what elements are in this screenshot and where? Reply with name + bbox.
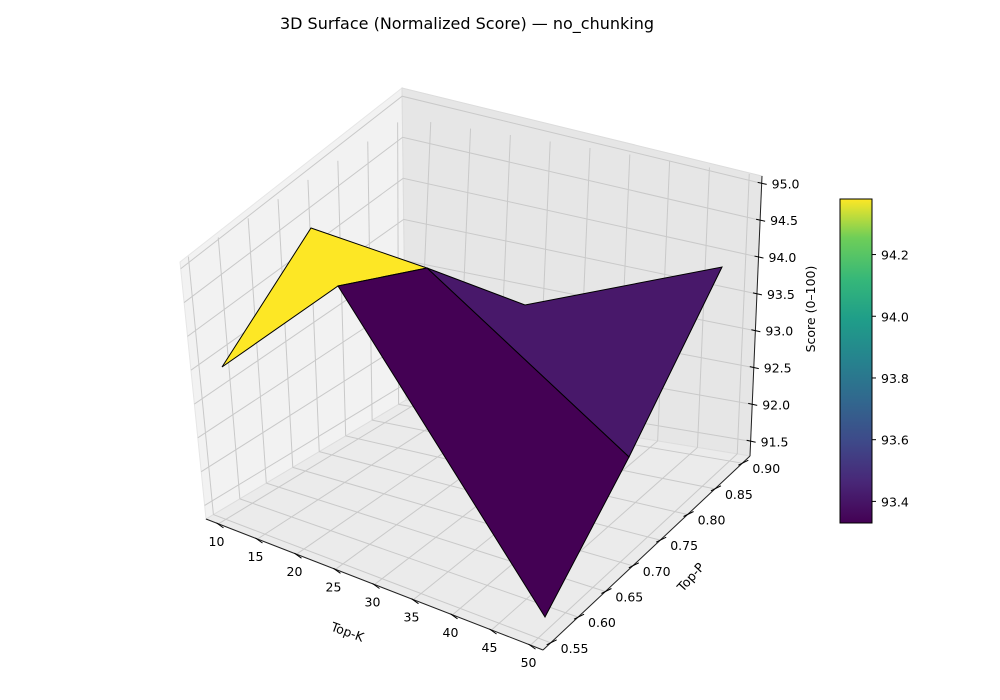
x-tick-mark (216, 522, 224, 529)
z-tick-mark (751, 329, 761, 333)
z-axis-label: Score (0–100) (803, 266, 818, 353)
x-tick-label: 30 (365, 595, 381, 610)
y-tick-label: 0.70 (643, 564, 671, 579)
y-tick-mark (546, 639, 557, 646)
surface-face-dark-purple (337, 267, 630, 619)
z-tick-label: 92.0 (762, 397, 790, 412)
grid-line-topp-vertical (247, 218, 267, 484)
grid-line-topp-vertical (217, 237, 241, 499)
x-tick-label: 10 (209, 534, 225, 549)
x-tick-mark (489, 628, 497, 635)
grid-line-topp-vertical (277, 199, 294, 468)
x-tick-mark (528, 643, 536, 650)
x-tick-label: 25 (326, 579, 342, 594)
y-tick-mark (573, 613, 585, 620)
y-tick-label: 0.75 (670, 538, 698, 553)
z-tick-mark (754, 255, 764, 259)
chart-title: 3D Surface (Normalized Score) — no_chunk… (280, 14, 654, 34)
x-tick-mark (255, 537, 263, 544)
colorbar-tick-label: 94.2 (881, 248, 909, 263)
x-tick-label: 35 (404, 610, 420, 625)
z-tick-mark (752, 292, 763, 296)
x-tick-mark (372, 583, 380, 589)
x-tick-mark (411, 598, 419, 605)
grid-line-score (183, 136, 761, 303)
z-tick-label: 94.5 (770, 213, 798, 228)
x-axis-label: Top-K (328, 619, 367, 645)
x-tick-label: 40 (443, 625, 459, 640)
x-tick-label: 50 (521, 655, 537, 670)
y-tick-mark (601, 588, 612, 594)
y-tick-label: 0.60 (588, 615, 616, 630)
y-tick-mark (683, 511, 694, 517)
y-tick-label: 0.80 (698, 513, 726, 528)
y-tick-mark (628, 562, 640, 569)
z-tick-label: 94.0 (769, 250, 797, 265)
z-tick-mark (757, 181, 767, 185)
y-tick-label: 0.65 (615, 589, 643, 604)
grid-line-topk (530, 453, 738, 646)
y-axis-label: Top-P (673, 559, 707, 595)
z-tick-label: 92.5 (764, 361, 792, 376)
x-tick-label: 20 (287, 564, 303, 579)
y-tick-mark (710, 485, 722, 492)
grid-line-score (180, 95, 762, 270)
y-tick-label: 0.85 (725, 487, 753, 502)
grid-line-topp (213, 514, 551, 644)
grid-line-topp (239, 498, 579, 618)
ticks: 1015202530354045500.550.600.650.700.750.… (209, 176, 800, 670)
colorbar-tick-label: 94.0 (881, 309, 909, 324)
y-tick-mark (738, 459, 749, 466)
z-tick-mark (746, 439, 756, 443)
grid-line-topk-vertical (696, 167, 710, 448)
colorbar (839, 198, 873, 524)
x-tick-mark (294, 552, 302, 559)
z-tick-label: 93.5 (767, 287, 795, 302)
z-tick-label: 91.5 (761, 434, 789, 449)
z-tick-mark (749, 366, 759, 370)
colorbar-tick-label: 93.4 (881, 494, 909, 509)
y-tick-mark (655, 536, 667, 543)
x-tick-mark (333, 567, 341, 574)
x-tick-mark (450, 613, 458, 620)
z-tick-label: 95.0 (772, 176, 800, 191)
grid-line-topk-vertical (736, 173, 750, 454)
grid-line-score (187, 177, 759, 337)
grid-line-topk (491, 447, 698, 631)
x-tick-label: 45 (482, 640, 498, 655)
colorbar-tick-label: 93.6 (881, 433, 909, 448)
colorbar-tick-label: 93.8 (881, 371, 909, 386)
y-tick-label: 0.90 (752, 461, 780, 476)
colorbar-ticks: 93.4 93.6 93.8 94.0 94.2 (872, 248, 909, 509)
z-axis-line (749, 175, 763, 457)
grid-line-topp-vertical (187, 256, 214, 515)
x-tick-label: 15 (248, 549, 264, 564)
z-tick-mark (748, 402, 758, 406)
z-tick-mark (755, 218, 766, 222)
grid-line-topp-vertical (307, 179, 320, 452)
z-tick-label: 93.0 (765, 324, 793, 339)
grid-line-topp-vertical (337, 160, 347, 436)
y-tick-label: 0.55 (561, 641, 589, 656)
